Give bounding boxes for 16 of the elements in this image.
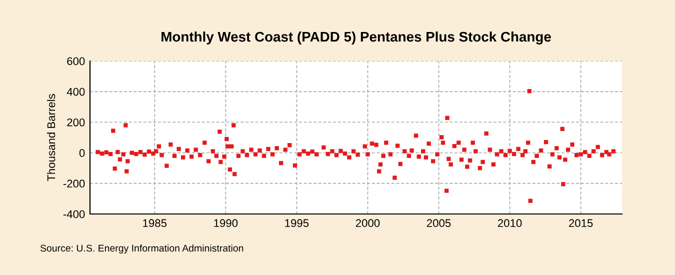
y-axis-title: Thousand Barrels <box>46 94 56 182</box>
x-tick-label: 2005 <box>426 219 451 228</box>
x-tick-label: 2015 <box>569 219 593 228</box>
x-tick-label: 2010 <box>498 219 522 228</box>
chart-title: Monthly West Coast (PADD 5) Pentanes Plus Stock Change <box>162 31 551 44</box>
y-tick-label: 400 <box>66 88 85 96</box>
y-tick-label: 200 <box>67 118 85 126</box>
x-tick-label: 1985 <box>143 219 167 228</box>
y-tick-label: -200 <box>63 180 85 188</box>
y-tick-label: -400 <box>63 210 85 218</box>
x-tick-label: 1995 <box>285 219 309 228</box>
x-tick-label: 1990 <box>214 219 238 228</box>
y-tick-label: 600 <box>67 57 85 66</box>
x-tick-label: 2000 <box>356 219 380 228</box>
source-note: Source: U.S. Energy Information Administration <box>40 244 244 254</box>
y-tick-label: 0 <box>79 149 85 157</box>
